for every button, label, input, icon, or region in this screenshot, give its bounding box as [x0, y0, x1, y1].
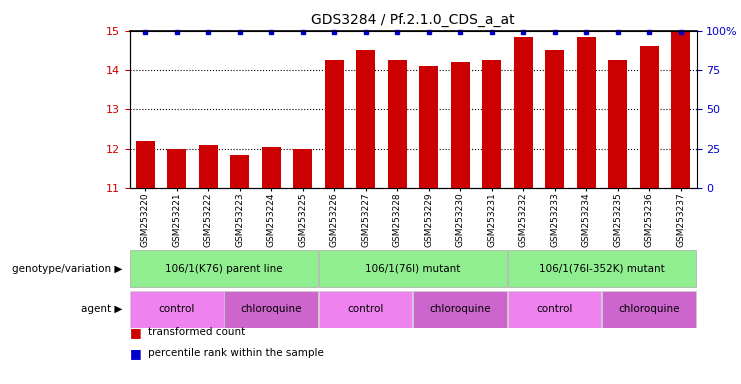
Bar	[136, 141, 155, 188]
Bar	[356, 50, 375, 188]
Text: chloroquine: chloroquine	[430, 304, 491, 314]
Text: 106/1(K76) parent line: 106/1(K76) parent line	[165, 264, 283, 274]
Text: chloroquine: chloroquine	[241, 304, 302, 314]
Bar	[319, 291, 413, 328]
Text: 106/1(76I-352K) mutant: 106/1(76I-352K) mutant	[539, 264, 665, 274]
Bar	[167, 149, 186, 188]
Bar	[293, 149, 312, 188]
Text: ■: ■	[130, 326, 142, 339]
Bar	[413, 291, 507, 328]
Text: percentile rank within the sample: percentile rank within the sample	[148, 348, 324, 358]
Text: transformed count: transformed count	[148, 327, 245, 337]
Bar	[545, 50, 564, 188]
Bar	[224, 291, 318, 328]
Bar	[639, 46, 659, 188]
Bar	[482, 60, 501, 188]
Bar	[419, 66, 438, 188]
Bar	[319, 250, 507, 287]
Bar	[388, 60, 407, 188]
Bar	[230, 155, 249, 188]
Bar	[262, 147, 281, 188]
Title: GDS3284 / Pf.2.1.0_CDS_a_at: GDS3284 / Pf.2.1.0_CDS_a_at	[311, 13, 515, 27]
Bar	[130, 250, 318, 287]
Bar	[671, 31, 691, 188]
Text: control: control	[159, 304, 195, 314]
Bar	[130, 291, 224, 328]
Bar	[608, 60, 627, 188]
Bar	[514, 36, 533, 188]
Bar	[508, 250, 696, 287]
Text: agent ▶: agent ▶	[81, 304, 122, 314]
Text: control: control	[348, 304, 384, 314]
Text: genotype/variation ▶: genotype/variation ▶	[12, 264, 122, 274]
Bar	[576, 36, 596, 188]
Bar	[602, 291, 696, 328]
Bar	[199, 145, 218, 188]
Text: 106/1(76I) mutant: 106/1(76I) mutant	[365, 264, 461, 274]
Text: chloroquine: chloroquine	[619, 304, 680, 314]
Text: ■: ■	[130, 347, 142, 360]
Bar	[451, 62, 470, 188]
Bar	[325, 60, 344, 188]
Bar	[508, 291, 602, 328]
Text: control: control	[536, 304, 573, 314]
